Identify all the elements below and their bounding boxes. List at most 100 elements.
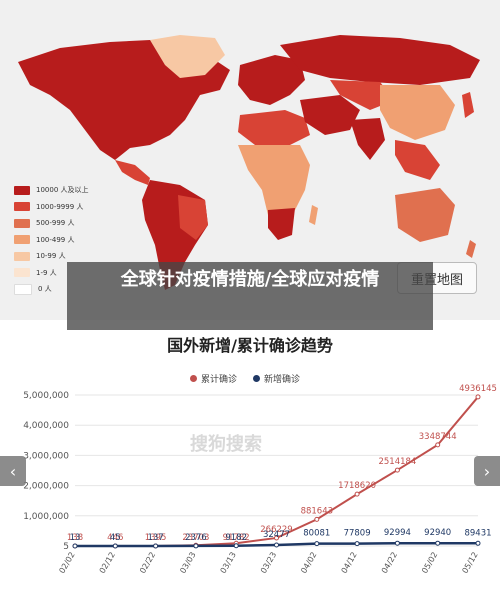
legend-label: 10000 人及以上 xyxy=(36,186,89,195)
legend-item: 10000 人及以上 xyxy=(14,182,89,199)
legend-swatch xyxy=(14,251,30,261)
map-middle-east xyxy=(300,95,360,135)
watermark: 搜狗搜索 xyxy=(190,434,262,455)
x-tick-label: 04/12 xyxy=(340,551,359,575)
map-japan xyxy=(462,92,474,118)
chart-plot: 5,000,000 4,000,000 3,000,000 2,000,000 1,00… xyxy=(23,384,497,575)
chart-legend: 累计确诊 新增确诊 xyxy=(190,372,300,385)
map-russia xyxy=(280,35,480,85)
legend-swatch xyxy=(14,283,32,295)
legend-label: 0 人 xyxy=(38,285,52,294)
point-new xyxy=(314,541,320,547)
data-label-new: 80081 xyxy=(303,529,330,539)
legend-swatch xyxy=(14,235,30,245)
legend-swatch xyxy=(14,218,30,228)
x-tick-label: 03/23 xyxy=(259,551,278,575)
trend-chart: 国外新增/累计确诊趋势 累计确诊 新增确诊 5,000,000 4,000,000… xyxy=(0,320,500,589)
legend-item: 1-9 人 xyxy=(14,265,89,282)
map-australia xyxy=(395,188,455,242)
data-label-new: 45 xyxy=(110,533,121,543)
data-label-cumulative: 23703 xyxy=(182,533,209,543)
legend-swatch xyxy=(14,268,30,278)
map-central-asia xyxy=(330,80,395,110)
map-new-zealand xyxy=(466,240,476,258)
map-legend: 10000 人及以上 1000-9999 人 500-999 人 100-499… xyxy=(14,182,89,298)
y-tick-label: 2,000,000 xyxy=(23,482,69,492)
y-tick-label: 1,000,000 xyxy=(23,512,69,522)
legend-label: 100-499 人 xyxy=(36,235,75,244)
point-new xyxy=(153,543,159,549)
legend-item: 0 人 xyxy=(14,281,89,298)
point-new xyxy=(475,540,481,546)
data-label-cumulative: 1395 xyxy=(145,533,167,543)
data-label-new: 92994 xyxy=(384,528,411,538)
legend-item: 100-499 人 xyxy=(14,232,89,249)
legend-label-new[interactable]: 新增确诊 xyxy=(264,375,301,385)
map-africa-north xyxy=(238,110,310,145)
legend-label: 500-999 人 xyxy=(36,219,75,228)
data-label-cumulative: 3348744 xyxy=(419,432,457,442)
legend-item: 500-999 人 xyxy=(14,215,89,232)
map-africa-south xyxy=(268,208,295,240)
x-tick-label: 03/13 xyxy=(219,551,238,575)
data-label-new: 32477 xyxy=(263,530,290,540)
series-line-cumulative xyxy=(74,396,479,547)
data-label-new: 77809 xyxy=(344,529,371,539)
data-label-cumulative: 1718620 xyxy=(338,481,376,491)
point-new xyxy=(435,540,441,546)
prev-arrow-button[interactable]: ‹ xyxy=(0,456,26,486)
data-label-new: 89431 xyxy=(464,528,491,538)
x-tick-label: 02/12 xyxy=(98,551,117,575)
y-tick-label: 3,000,000 xyxy=(23,451,69,461)
point-new xyxy=(193,543,199,549)
legend-dot-new xyxy=(253,375,261,382)
map-europe xyxy=(238,55,305,105)
point-new xyxy=(274,542,279,548)
x-tick-label: 02/22 xyxy=(138,551,157,575)
data-label-new: 13 xyxy=(70,533,81,543)
legend-swatch xyxy=(14,185,30,195)
map-africa-central xyxy=(238,145,310,225)
y-tick-label: 5,000,000 xyxy=(23,391,69,401)
data-label-cumulative: 2514184 xyxy=(378,457,416,467)
x-tick-label: 04/22 xyxy=(380,551,399,575)
point-new xyxy=(72,543,78,549)
data-label-new: 9182 xyxy=(225,533,247,543)
x-tick-label: 03/03 xyxy=(178,551,197,575)
point-cumulative xyxy=(435,442,441,448)
map-china xyxy=(380,85,455,140)
x-tick-label: 05/02 xyxy=(420,551,439,575)
legend-item: 10-99 人 xyxy=(14,248,89,265)
data-label-new: 92940 xyxy=(424,528,451,538)
legend-dot-cumulative xyxy=(190,375,197,382)
world-map-svg xyxy=(18,35,480,290)
data-label-cumulative: 4936145 xyxy=(459,384,497,394)
legend-label: 1-9 人 xyxy=(36,268,57,277)
point-cumulative xyxy=(314,516,320,522)
map-central-america xyxy=(115,160,150,185)
data-label-new: 137 xyxy=(147,533,163,543)
data-label-cumulative: 91782 xyxy=(223,533,250,543)
point-new xyxy=(233,543,239,549)
point-new xyxy=(394,540,400,546)
map-madagascar xyxy=(309,205,318,225)
x-tick-label: 02/02 xyxy=(57,551,76,575)
overlay-title: 全球针对疫情措施/全球应对疫情 xyxy=(67,262,433,330)
data-label-cumulative: 446 xyxy=(107,533,123,543)
next-arrow-button[interactable]: › xyxy=(474,456,500,486)
x-tick-label: 05/12 xyxy=(460,551,479,575)
legend-label: 1000-9999 人 xyxy=(36,202,84,211)
point-cumulative xyxy=(475,394,481,400)
data-label-new: 2376 xyxy=(185,533,207,543)
data-label-cumulative: 881643 xyxy=(301,506,333,516)
legend-swatch xyxy=(14,202,30,212)
chart-title: 国外新增/累计确诊趋势 xyxy=(167,336,333,355)
point-cumulative xyxy=(354,491,360,497)
x-tick-label: 04/02 xyxy=(299,551,318,575)
legend-label-cumulative[interactable]: 累计确诊 xyxy=(201,375,238,385)
point-cumulative xyxy=(394,467,400,473)
y-tick-label: 4,000,000 xyxy=(23,421,69,431)
map-greenland xyxy=(150,35,225,78)
point-new xyxy=(112,543,118,549)
data-label-cumulative: 138 xyxy=(67,533,83,543)
